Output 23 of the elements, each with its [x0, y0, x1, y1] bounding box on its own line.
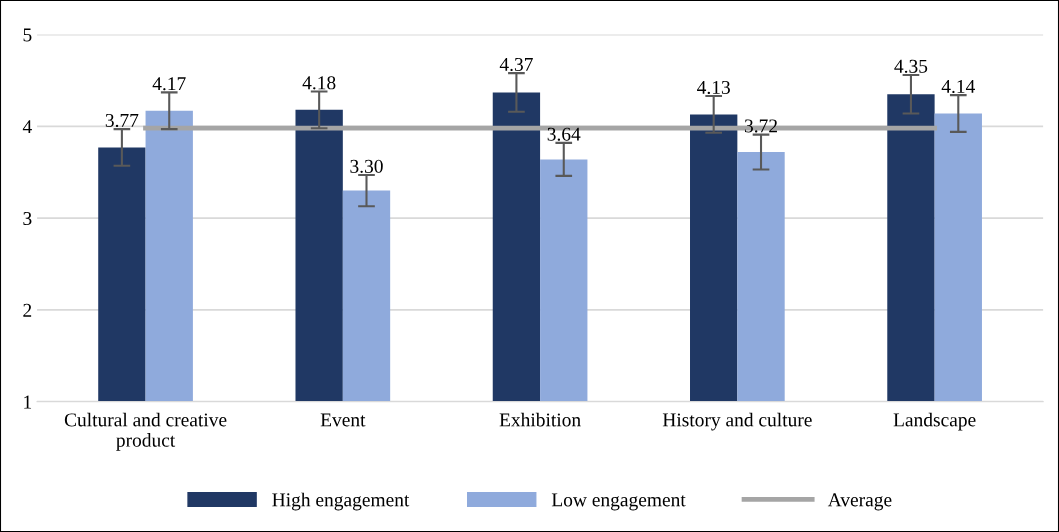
y-tick-label: 3	[23, 211, 32, 226]
data-label: 3.77	[105, 113, 139, 128]
data-label: 4.35	[894, 59, 928, 73]
data-label: 3.30	[350, 159, 383, 173]
x-tick-label: Landscape	[893, 412, 976, 431]
y-tick-label: 4	[22, 120, 32, 134]
data-label: 4.13	[697, 80, 730, 95]
legend-label: Low engagement	[551, 493, 686, 511]
x-tick-label: Cultural and creative product	[64, 412, 227, 451]
legend-label: Average	[827, 493, 892, 511]
x-tick-label: History and culture	[662, 412, 812, 431]
legend-label: High engagement	[272, 492, 410, 511]
data-label: 3.64	[547, 127, 581, 141]
x-tick-label: Event	[320, 413, 366, 427]
x-tick-label: Exhibition	[499, 412, 581, 427]
y-tick-label: 1	[24, 395, 32, 409]
data-label: 4.14	[941, 80, 975, 94]
data-label: 4.18	[302, 76, 336, 90]
y-tick-label: 5	[23, 28, 32, 42]
data-label: 4.17	[152, 77, 186, 91]
y-tick-label: 2	[23, 303, 32, 317]
data-label: 4.37	[499, 57, 533, 72]
data-label: 3.72	[744, 119, 777, 133]
